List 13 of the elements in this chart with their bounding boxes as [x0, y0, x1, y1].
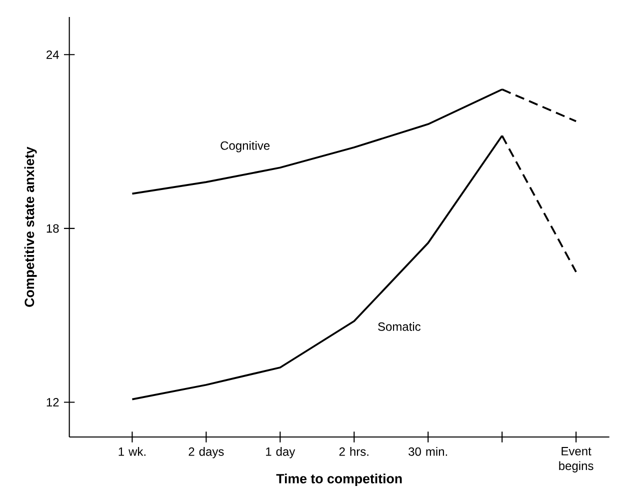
- x-tick-label: 30 min.: [408, 447, 448, 456]
- series-label: Somatic: [378, 322, 421, 331]
- series-label: Cognitive: [220, 141, 270, 152]
- x-tick-label: 1 wk.: [118, 447, 146, 456]
- y-tick-label: 24: [46, 50, 59, 59]
- x-tick-label: 1 day: [266, 447, 296, 458]
- y-axis-title: Competitive state anxiety: [24, 146, 37, 307]
- y-tick-label: 18: [46, 224, 59, 233]
- x-tick-label: 2 hrs.: [339, 447, 368, 456]
- x-tick-label: 2 days: [188, 447, 224, 458]
- x-axis-title: Time to competition: [276, 474, 402, 486]
- x-tick-label: Event begins: [559, 447, 594, 472]
- y-tick-label: 12: [46, 398, 59, 406]
